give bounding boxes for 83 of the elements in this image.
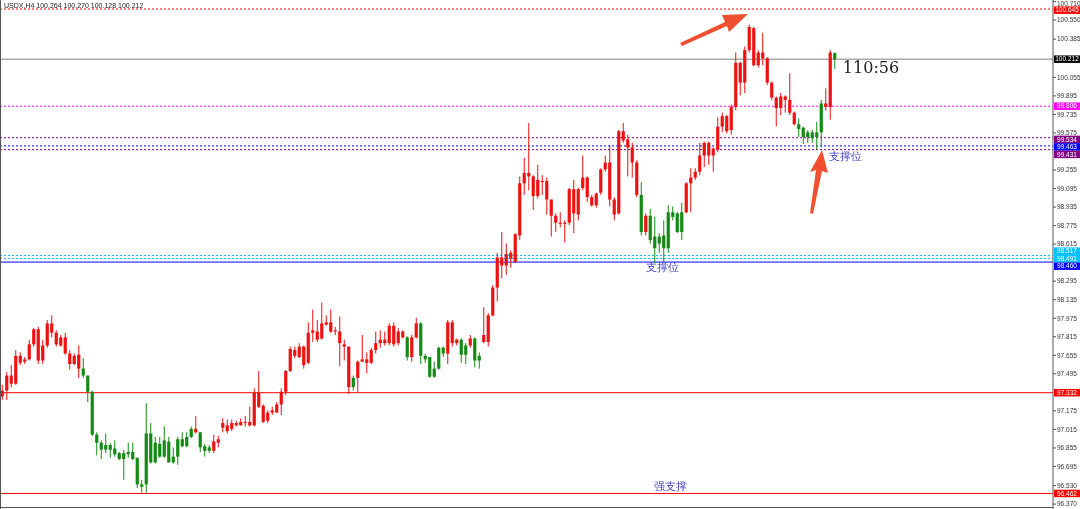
candlestick <box>770 80 774 101</box>
candlestick <box>657 232 661 254</box>
candlestick <box>279 387 283 416</box>
candlestick <box>644 212 648 236</box>
candlestick <box>459 338 463 364</box>
candlestick <box>779 92 783 116</box>
candlestick <box>99 439 103 460</box>
candlestick <box>311 309 315 343</box>
candlestick <box>599 167 603 196</box>
annotation: 110:56 <box>842 58 900 77</box>
candlestick <box>315 319 319 343</box>
candlestick <box>329 309 333 334</box>
candlestick <box>720 112 724 133</box>
candlestick <box>414 317 418 339</box>
candlestick <box>27 339 31 362</box>
candlestick <box>198 431 202 453</box>
candlestick <box>153 436 157 465</box>
candlestick <box>410 334 414 363</box>
candlestick <box>626 134 630 177</box>
candlestick <box>531 174 535 211</box>
candlestick <box>45 319 49 349</box>
candlestick <box>702 141 706 168</box>
candlestick <box>522 157 526 196</box>
candlestick <box>788 72 792 116</box>
candlestick <box>797 117 801 138</box>
candlestick <box>716 116 720 153</box>
candlestick <box>698 142 702 176</box>
candlestick <box>545 177 549 216</box>
candlestick <box>774 95 778 128</box>
candlestick <box>824 87 828 111</box>
candlestick <box>392 321 396 348</box>
candlestick <box>473 336 477 368</box>
candlestick <box>761 32 765 66</box>
candlestick <box>63 332 67 356</box>
candlestick <box>5 371 9 401</box>
candlestick <box>302 344 306 370</box>
candlestick <box>405 335 409 362</box>
candlestick <box>725 114 729 135</box>
candlestick <box>167 436 171 463</box>
candlestick <box>621 122 625 144</box>
candlestick <box>464 342 468 365</box>
candlestick <box>729 104 733 136</box>
candlestick <box>428 356 432 379</box>
candlestick <box>288 346 292 373</box>
candlestick <box>360 334 364 363</box>
candlestick <box>356 360 360 393</box>
candlestick <box>450 319 454 348</box>
candlestick <box>437 346 441 371</box>
annotation: 支撑位 <box>828 150 862 163</box>
candlestick <box>68 349 72 371</box>
candlestick <box>585 175 589 203</box>
candlestick <box>374 331 378 355</box>
candlestick <box>554 212 558 233</box>
candlestick <box>630 142 634 179</box>
candlestick <box>815 121 819 151</box>
candlestick <box>86 375 90 403</box>
candlestick <box>342 339 346 362</box>
candlestick <box>365 351 369 374</box>
candlestick <box>261 404 265 424</box>
candlestick <box>32 327 36 348</box>
candlestick <box>320 302 324 341</box>
annotation: 支撑位 <box>645 261 679 274</box>
candlestick <box>81 357 85 379</box>
candlestick <box>77 344 81 379</box>
annotation: 强支撑 <box>653 480 687 493</box>
candlestick <box>387 322 391 346</box>
candlestick <box>675 211 679 234</box>
candlestick <box>95 431 99 456</box>
candlestick <box>536 164 540 199</box>
candlestick <box>549 199 553 238</box>
candlestick <box>122 449 126 481</box>
candlestick <box>104 432 108 454</box>
candlestick <box>707 141 711 166</box>
candlestick <box>581 155 585 191</box>
candlestick <box>176 436 180 466</box>
candlestick <box>504 243 508 276</box>
candlestick <box>662 219 666 263</box>
candlestick <box>284 369 288 396</box>
candlestick <box>680 202 684 241</box>
candlestick <box>482 306 486 344</box>
candlestick <box>162 426 166 459</box>
candlestick <box>212 434 216 454</box>
candlestick <box>158 436 162 459</box>
